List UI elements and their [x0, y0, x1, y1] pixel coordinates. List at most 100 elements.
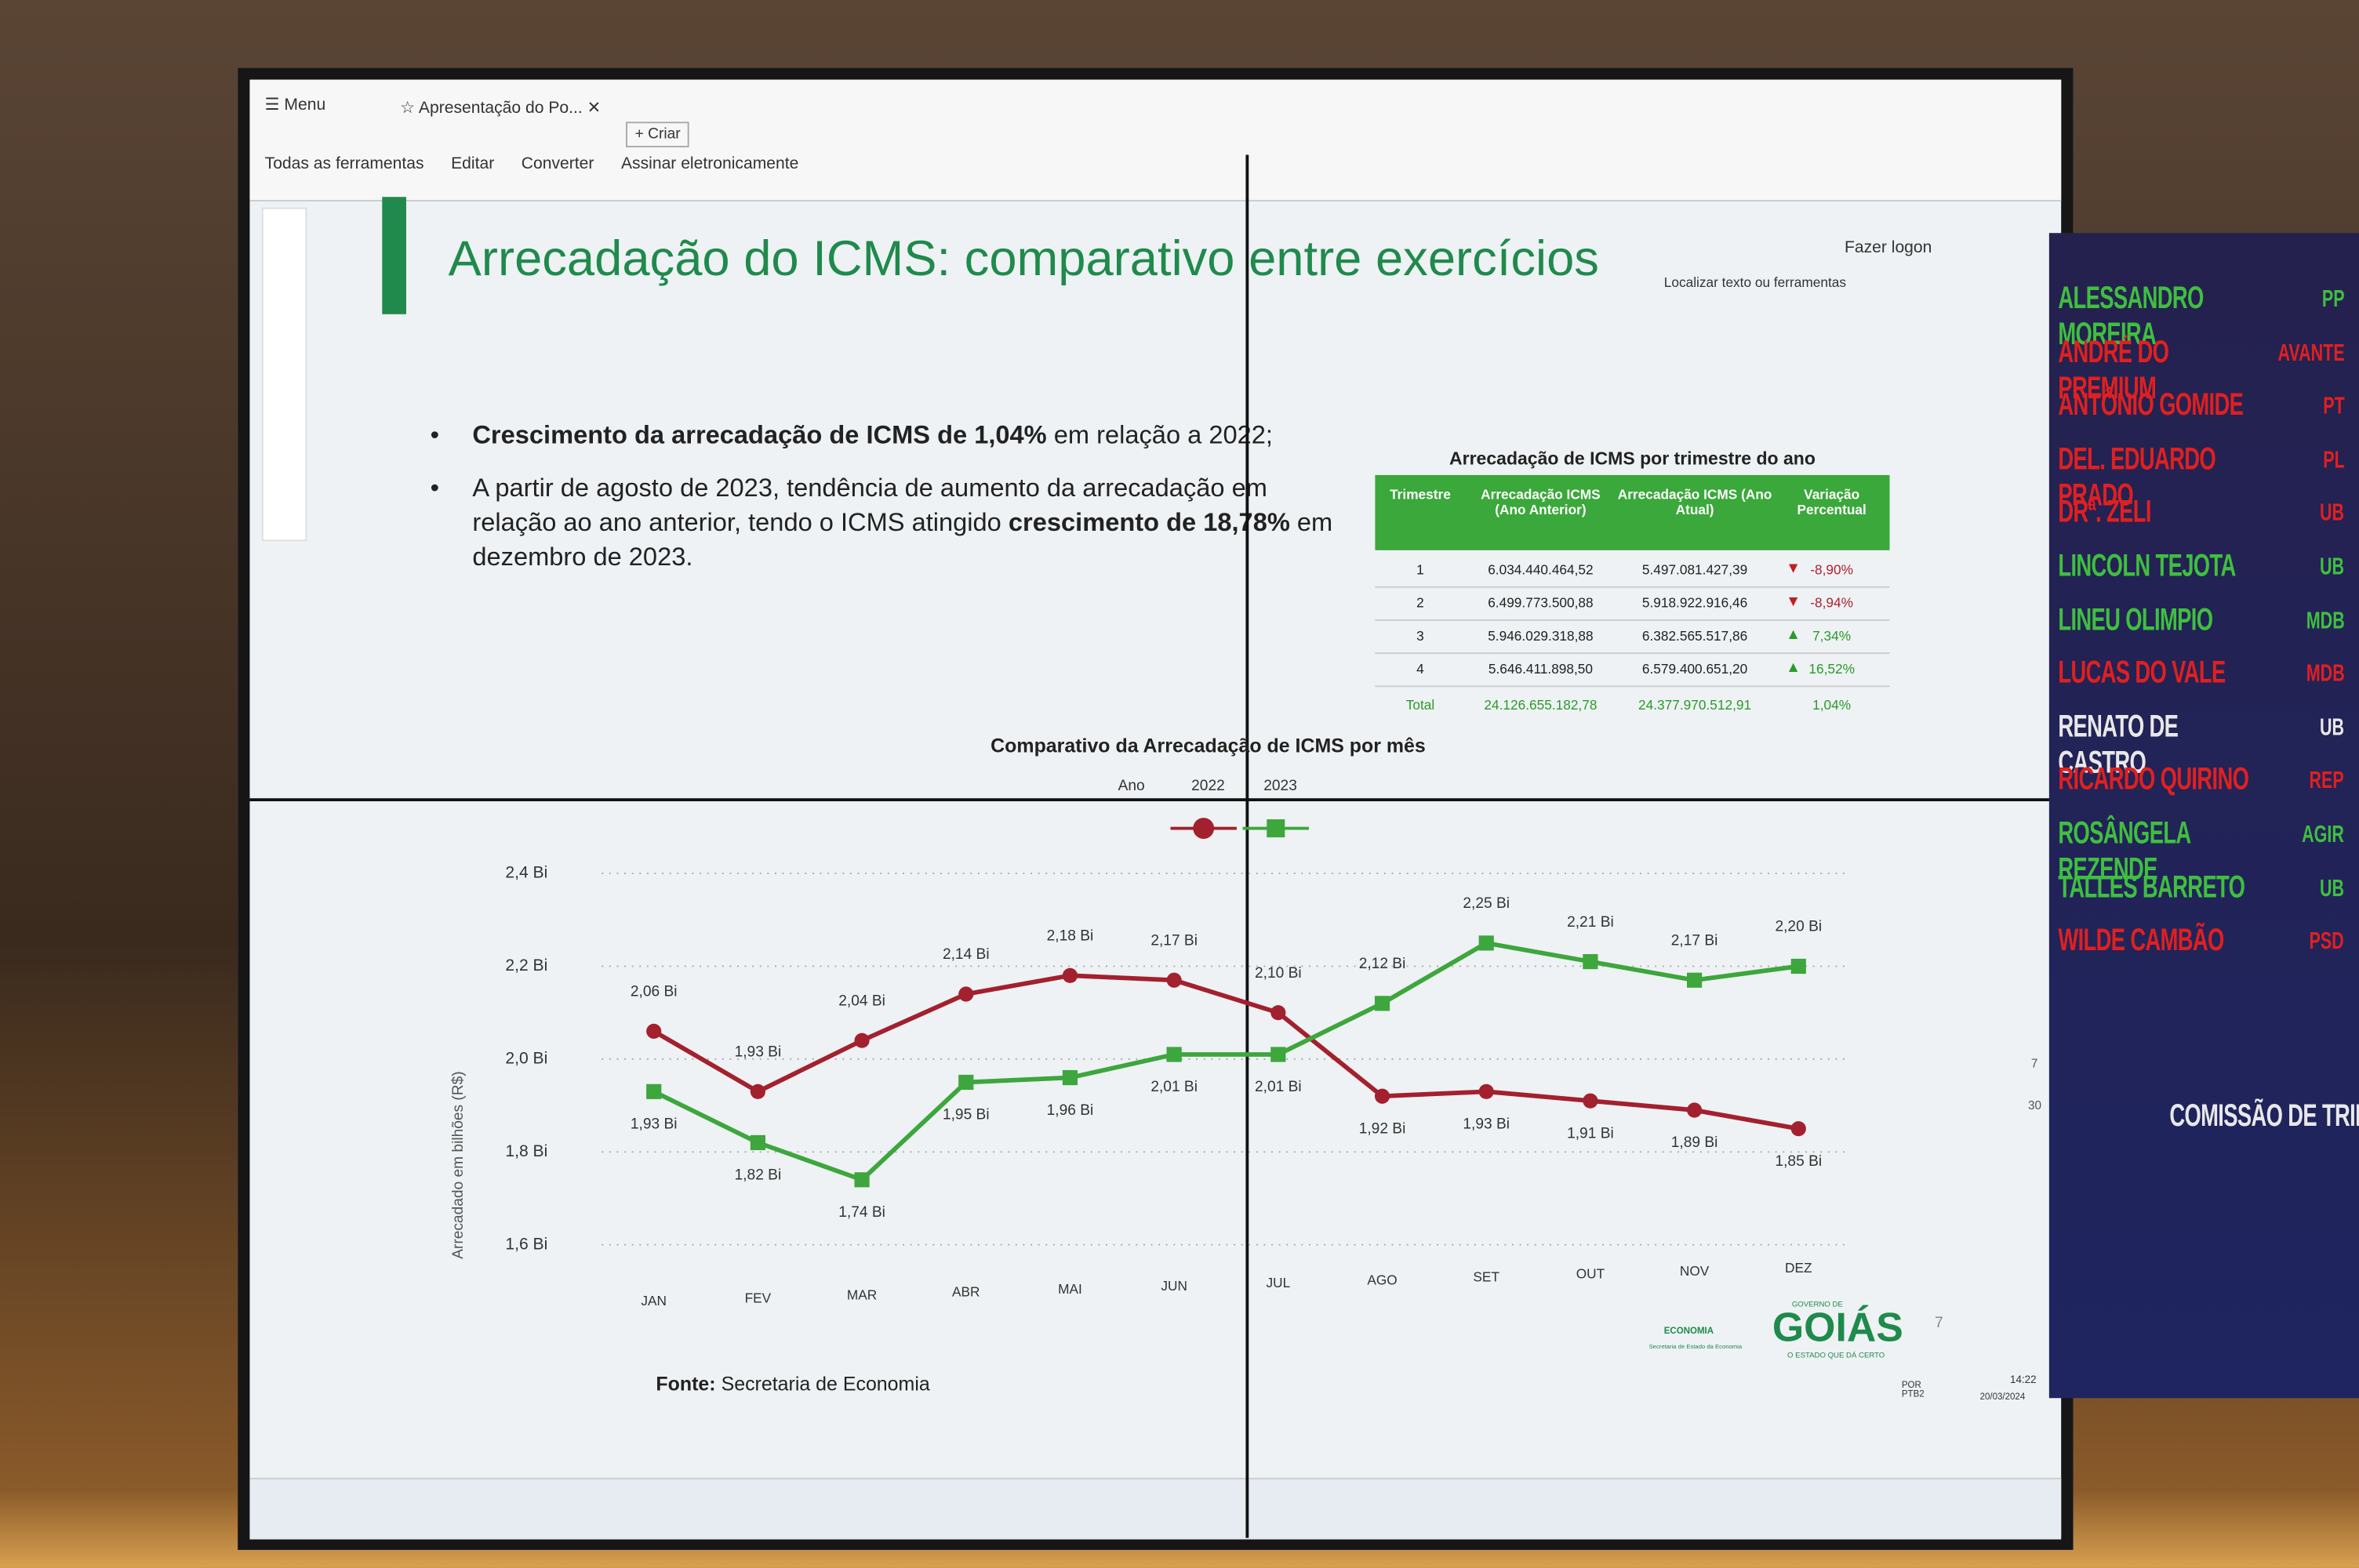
logo-caption: O ESTADO QUE DÁ CERTO — [1787, 1351, 1885, 1361]
member-party: MDB — [2305, 662, 2344, 688]
trend-icon: ▲ — [1786, 626, 1801, 644]
table-header: Trimestre — [1390, 487, 1451, 503]
tab[interactable]: ☆ Apresentação do Po... ✕ — [400, 99, 602, 118]
economia: ECONOMIA — [1663, 1327, 1714, 1337]
trend-icon: ▼ — [1786, 593, 1801, 611]
member-party: AVANTE — [2277, 340, 2344, 367]
x-tick-label: DEZ — [1785, 1260, 1812, 1276]
point — [1062, 1069, 1078, 1086]
value-label: 2,21 Bi — [1567, 914, 1614, 931]
value-label: 2,01 Bi — [1150, 1079, 1198, 1095]
table-cell: 1,04% — [1812, 697, 1852, 713]
point — [1062, 967, 1078, 983]
legend-marker — [1193, 818, 1215, 839]
bullet: • Crescimento da arrecadação de ICMS de 1… — [431, 418, 1348, 452]
toolbar-item[interactable]: Converter — [521, 154, 594, 173]
point — [854, 1033, 870, 1048]
trend-icon: ▼ — [1786, 561, 1801, 578]
table-cell: -8,90% — [1810, 562, 1854, 578]
member-name: ROSÂNGELA REZENDE — [2058, 816, 2190, 887]
value-label: 2,18 Bi — [1047, 928, 1094, 945]
new-tab[interactable]: + Criar — [626, 122, 690, 147]
table-cell: 6.034.440.464,52 — [1488, 562, 1594, 578]
member-name: LINEU OLIMPIO — [2058, 602, 2213, 637]
legend-label: 2022 — [1191, 778, 1225, 794]
table-cell: -8,94% — [1810, 595, 1854, 611]
y-tick-label: 2,4 Bi — [505, 864, 547, 882]
screen: ☰ Menu ☆ Apresentação do Po... ✕ + Criar… — [238, 67, 2074, 1550]
row-line — [1375, 586, 1890, 588]
toolbar: Todas as ferramentas Editar Converter Assin… — [265, 155, 826, 173]
table-cell: 3 — [1416, 628, 1424, 644]
new-tab-label: Criar — [648, 126, 681, 143]
point — [750, 1083, 765, 1099]
login[interactable]: Fazer logon — [1844, 238, 1932, 257]
search[interactable]: Localizar texto ou ferramentas — [1663, 274, 1846, 291]
table-cell: 24.126.655.182,78 — [1484, 697, 1598, 713]
point — [750, 1134, 765, 1151]
point — [958, 1074, 974, 1091]
point — [958, 986, 974, 1002]
y-tick-label: 2,0 Bi — [505, 1049, 547, 1067]
x-tick-label: ABR — [952, 1284, 980, 1300]
x-tick-label: JUN — [1161, 1278, 1187, 1294]
series-line — [652, 940, 1799, 1183]
x-tick-label: SET — [1473, 1269, 1499, 1284]
value-label: 2,06 Bi — [631, 984, 678, 1000]
member-name: WILDE CAMBÃO — [2058, 923, 2224, 958]
x-tick-label: AGO — [1367, 1272, 1397, 1287]
slide-title: Arrecadação do ICMS: comparativo entre e… — [448, 230, 1599, 286]
table-cell: 5.497.081.427,39 — [1641, 562, 1748, 578]
y-tick-label: 1,8 Bi — [505, 1142, 547, 1160]
table-header: Variação Percentual — [1797, 487, 1866, 517]
member-name: RICARDO QUIRINO — [2058, 762, 2249, 798]
table-cell: 6.499.773.500,88 — [1488, 595, 1594, 611]
member-party: UB — [2319, 554, 2344, 581]
x-tick-label: OUT — [1576, 1266, 1605, 1282]
member-party: PT — [2322, 394, 2344, 420]
title-bar — [382, 197, 406, 314]
toolbar-item[interactable]: Editar — [451, 154, 495, 173]
page-number: 7 — [1935, 1315, 1943, 1332]
row-line — [1375, 685, 1890, 688]
panel: COMISSÃO DE TRIB ALESSANDRO MOREIRA PP AND… — [2048, 233, 2359, 1399]
member-name: TALLES BARRETO — [2058, 869, 2245, 905]
x-tick-label: JUL — [1266, 1275, 1290, 1290]
table-cell: 6.382.565.517,86 — [1641, 628, 1748, 644]
point — [1270, 1047, 1286, 1062]
member-party: UB — [2319, 876, 2344, 902]
series-line — [652, 973, 1799, 1131]
bezel — [1245, 154, 1249, 1538]
table-cell: 24.377.970.512,91 — [1638, 697, 1752, 713]
x-tick-label: MAI — [1058, 1281, 1082, 1297]
value-label: 1,85 Bi — [1775, 1153, 1822, 1170]
value-label: 1,82 Bi — [735, 1167, 782, 1184]
toolbar-item[interactable]: Assinar eletronicamente — [620, 154, 799, 173]
y-tick-label: 1,6 Bi — [505, 1235, 547, 1253]
point — [1166, 972, 1182, 988]
bullet-dot: • — [430, 420, 440, 450]
value-label: 1,95 Bi — [943, 1107, 990, 1123]
member-name: ANDRÉ DO PREMIUM — [2058, 334, 2169, 405]
table-cell: 5.918.922.916,46 — [1641, 595, 1748, 611]
member-party: UB — [2319, 501, 2344, 527]
table-cell: 16,52% — [1808, 661, 1855, 677]
bullet-text: em relação a 2022; — [1046, 420, 1273, 450]
bullet-dot: • — [430, 474, 440, 503]
x-tick-label: MAR — [847, 1287, 877, 1302]
point — [1583, 1093, 1598, 1109]
menu[interactable]: ☰ Menu — [264, 96, 326, 114]
y-tick-label: 2,2 Bi — [505, 956, 547, 975]
table: Arrecadação de ICMS por trimestre do ano… — [1375, 448, 1890, 733]
point — [854, 1172, 870, 1188]
value-label: 2,17 Bi — [1150, 932, 1198, 949]
member-name: ALESSANDRO MOREIRA — [2058, 281, 2204, 352]
bullet-text: em dezembro de 2023. — [472, 508, 1333, 572]
member-name: LUCAS DO VALE — [2058, 655, 2226, 691]
toolbar-item[interactable]: Todas as ferramentas — [264, 154, 424, 173]
time: 14:22 — [2009, 1375, 2037, 1386]
point — [1166, 1047, 1182, 1062]
row-line — [1375, 619, 1890, 621]
